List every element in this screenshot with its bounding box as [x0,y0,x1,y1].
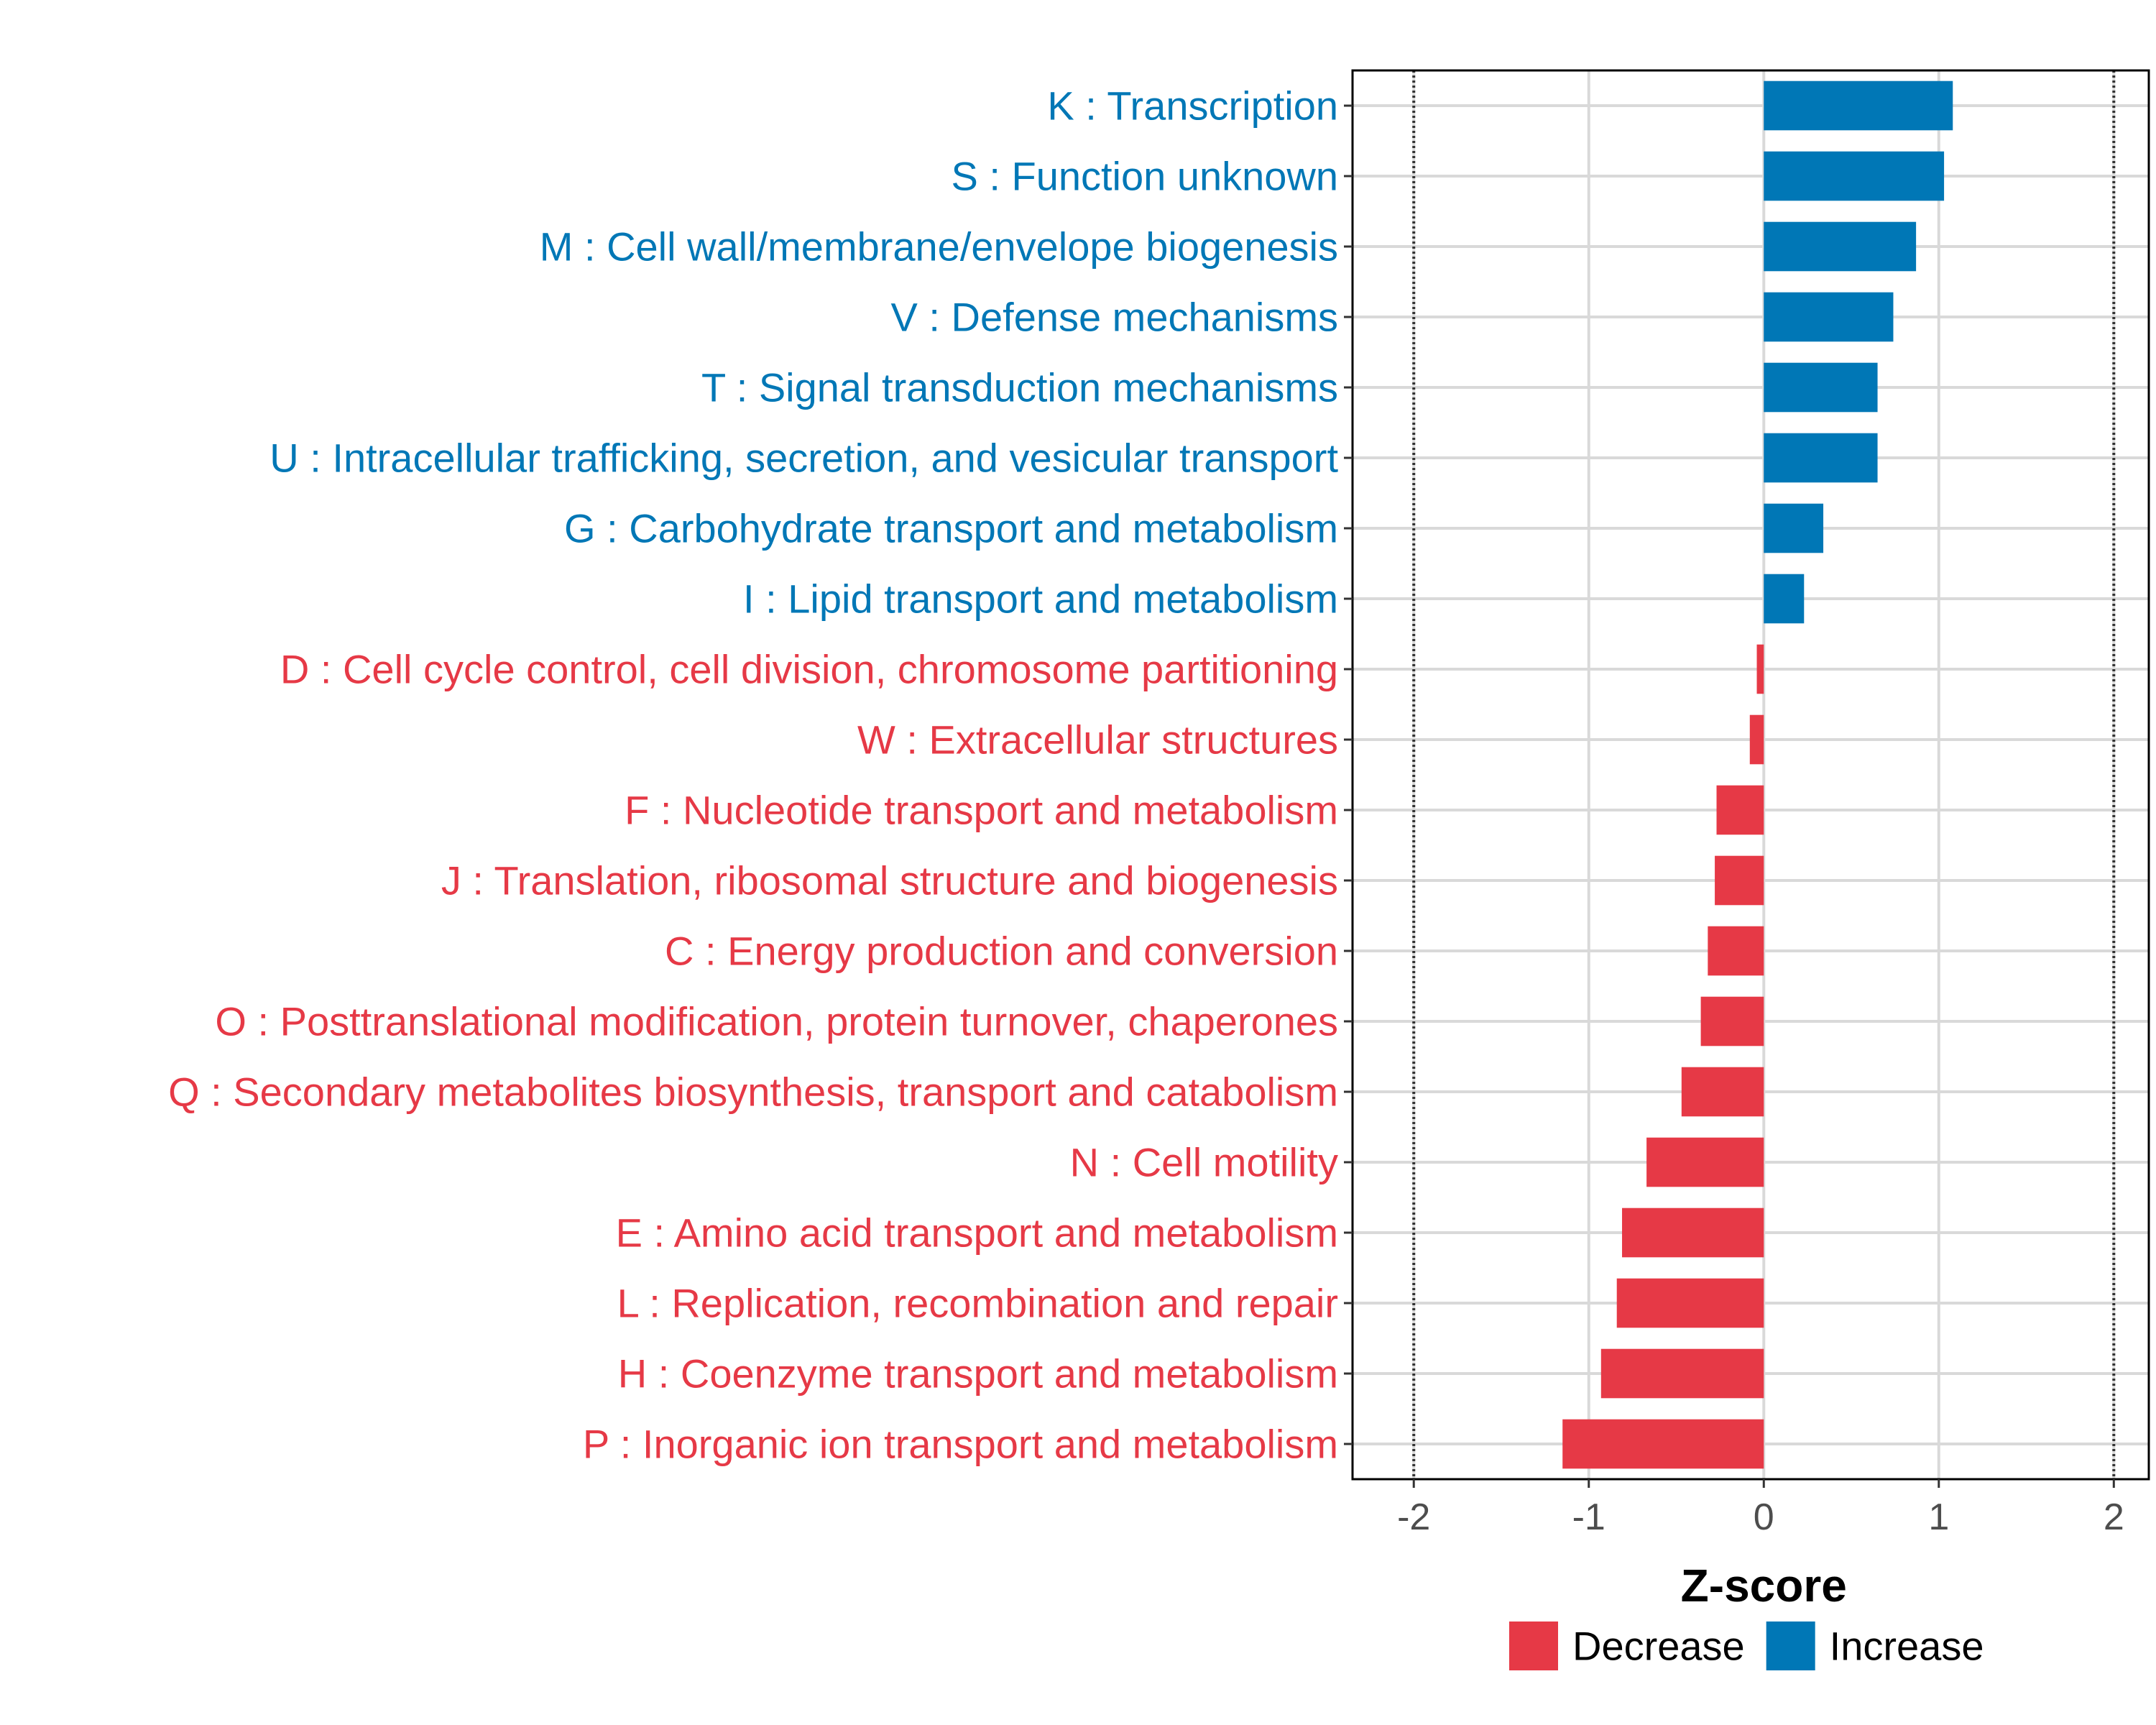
x-tick-labels: -2 -1 0 1 2 [1397,1496,2124,1538]
category-label: G : Carbohydrate transport and metabolis… [564,506,1338,551]
x-axis-title: Z-score [1681,1560,1847,1611]
bar [1764,574,1805,624]
x-tick-label: -1 [1572,1496,1606,1538]
category-label: C : Energy production and conversion [665,929,1338,974]
category-label: V : Defense mechanisms [891,295,1338,340]
grid-lines [1353,70,2149,1479]
x-tick-label: 2 [2104,1496,2124,1538]
category-label: Q : Secondary metabolites biosynthesis, … [168,1070,1338,1115]
category-label: N : Cell motility [1070,1140,1338,1185]
bar [1700,996,1764,1046]
bar [1764,433,1878,483]
bar [1562,1419,1764,1469]
category-label: S : Function unknown [951,154,1338,199]
bar [1708,926,1764,976]
category-label: D : Cell cycle control, cell division, c… [280,647,1338,692]
category-label: L : Replication, recombination and repai… [617,1281,1338,1326]
category-label: W : Extracellular structures [857,717,1338,763]
bar [1756,644,1764,694]
category-label: J : Translation, ribosomal structure and… [441,858,1338,903]
category-label: F : Nucleotide transport and metabolism [625,788,1338,833]
category-labels: K : Transcription S : Function unknown M :… [168,83,1338,1467]
x-tick-label: 1 [1928,1496,1949,1538]
bar [1764,503,1824,553]
bar [1716,785,1764,835]
bar [1764,292,1894,342]
bar [1646,1137,1764,1187]
reference-lines [1412,70,2116,1479]
legend-swatch [1766,1622,1815,1670]
bar [1749,714,1764,765]
bar [1764,362,1878,413]
y-axis-ticks [1344,104,1353,1445]
category-label: I : Lipid transport and metabolism [743,576,1338,622]
bar [1715,855,1764,906]
legend-label: Decrease [1572,1624,1745,1669]
bar [1764,151,1945,201]
bar [1681,1067,1764,1117]
category-label: H : Coenzyme transport and metabolism [618,1351,1338,1397]
bars [1562,80,1953,1469]
legend-swatch [1509,1622,1558,1670]
category-label: O : Posttranslational modification, prot… [215,999,1338,1044]
category-label: T : Signal transduction mechanisms [701,365,1338,410]
bar [1622,1208,1764,1258]
x-tick-label: -2 [1397,1496,1430,1538]
panel-border [1351,69,2150,1481]
x-axis-ticks [1412,1479,2115,1488]
bar [1764,221,1917,272]
x-tick-label: 0 [1754,1496,1774,1538]
legend: Decrease Increase [1509,1622,1984,1670]
category-label: K : Transcription [1047,83,1338,129]
category-label: E : Amino acid transport and metabolism [616,1210,1338,1256]
category-label: P : Inorganic ion transport and metaboli… [583,1422,1338,1467]
legend-label: Increase [1830,1624,1984,1669]
category-label: U : Intracellular trafficking, secretion… [270,436,1338,481]
bar [1764,80,1953,131]
category-label: M : Cell wall/membrane/envelope biogenes… [540,224,1338,270]
bar [1616,1278,1764,1328]
bar [1600,1348,1764,1399]
